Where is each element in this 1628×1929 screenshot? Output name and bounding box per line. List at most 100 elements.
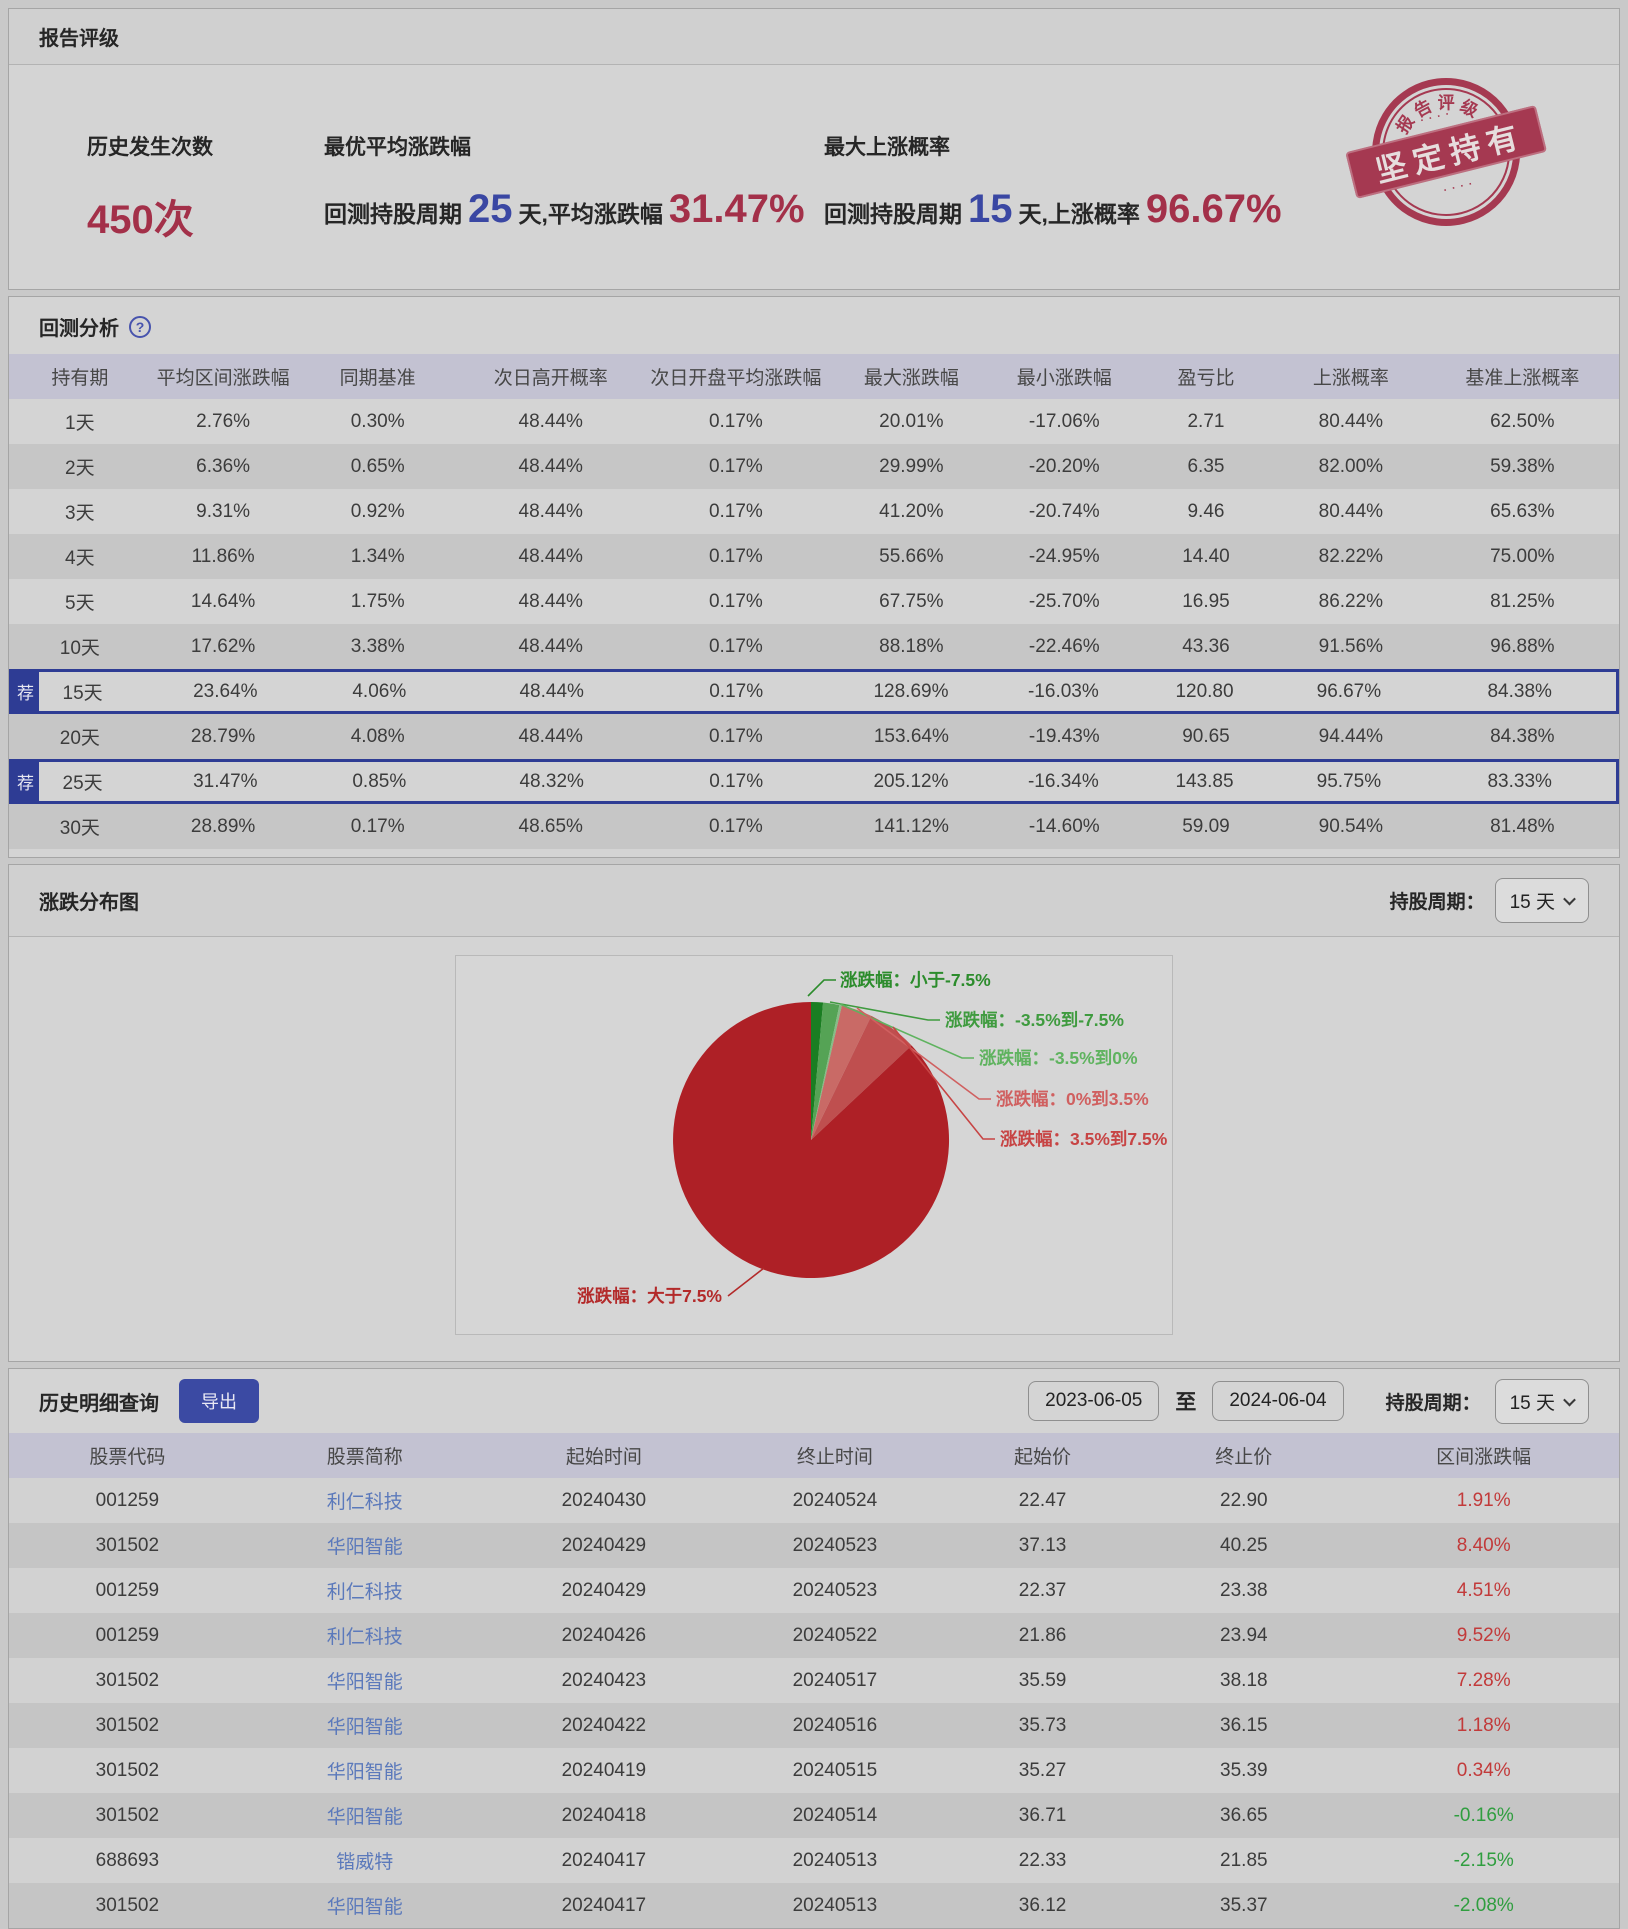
table-row: 20天 28.79% 4.08% 48.44% 0.17% 153.64% -19.43% 9…	[9, 714, 1619, 759]
cell-3: 48.44%	[518, 725, 583, 747]
column-header: 次日高开概率	[493, 368, 608, 389]
stock-link[interactable]: 利仁科技	[326, 1582, 403, 1603]
cell-7: 59.09	[1182, 815, 1230, 837]
distribution-period-select[interactable]: 15 天	[1494, 878, 1589, 923]
column-header: 最大涨跌幅	[863, 368, 959, 389]
date-to-input[interactable]: 2024-06-04	[1212, 1381, 1344, 1421]
date-from-input[interactable]: 2023-06-05	[1028, 1381, 1160, 1421]
column-header: 终止时间	[796, 1447, 873, 1468]
pie-leader-line	[727, 1267, 765, 1297]
cell-0: 301502	[95, 1894, 160, 1916]
column-header: 终止价	[1215, 1447, 1273, 1468]
pie-leader-line	[829, 1001, 940, 1021]
cell-3: 48.44%	[519, 680, 584, 702]
table-row: 30天 28.89% 0.17% 48.65% 0.17% 141.12% -14.60% 5…	[9, 804, 1619, 849]
cell-9: 81.48%	[1490, 815, 1555, 837]
cell-1: 2.76%	[196, 410, 251, 432]
best-avg-prefix: 回测持股周期	[324, 201, 462, 227]
cell-2: 4.08%	[350, 725, 405, 747]
cell-1: 23.64%	[193, 680, 258, 702]
cell-2: 20240417	[561, 1849, 647, 1871]
pie-leader-line	[807, 979, 836, 997]
cell-8: 82.22%	[1318, 545, 1384, 567]
best-avg-middle: 天,平均涨跌幅	[518, 201, 663, 227]
cell-5: 38.18	[1220, 1669, 1268, 1691]
distribution-period-label: 持股周期：	[1389, 892, 1485, 913]
stock-link[interactable]: 华阳智能	[326, 1537, 403, 1558]
stock-link[interactable]: 利仁科技	[326, 1492, 403, 1513]
cell-6: -20.20%	[1028, 455, 1100, 477]
cell-0: 15天	[62, 683, 103, 704]
stamp-inner-ring	[1368, 73, 1524, 230]
stamp-arc-char: 报	[1392, 111, 1419, 137]
cell-2: 0.17%	[350, 815, 405, 837]
distribution-section: 涨跌分布图 持股周期： 15 天 涨跌幅：小于-7.5% 涨跌幅：-3.5%到-7…	[8, 864, 1620, 1362]
cell-7: 6.35	[1187, 455, 1225, 477]
stamp-arc-char: 级	[1457, 95, 1481, 121]
column-header: 持有期	[51, 368, 109, 389]
history-period-select[interactable]: 15 天	[1494, 1378, 1589, 1424]
cell-1: 14.64%	[190, 590, 256, 612]
cell-5: 88.18%	[879, 635, 944, 657]
stock-link[interactable]: 华阳智能	[326, 1807, 403, 1828]
cell-2: 0.30%	[350, 410, 405, 432]
export-button[interactable]: 导出	[179, 1379, 259, 1423]
column-header: 基准上涨概率	[1465, 368, 1580, 389]
cell-3: 48.65%	[518, 815, 583, 837]
pie-slice[interactable]	[811, 1002, 840, 1141]
history-table: 股票代码 股票简称 起始时间 终止时间 起始价 终止价 区间涨跌幅 001259 利仁科技 202…	[9, 1433, 1619, 1928]
cell-2: 20240426	[561, 1624, 647, 1646]
cell-5: 20.01%	[879, 410, 944, 432]
rating-section-header: 报告评级	[9, 9, 1619, 65]
cell-5: 36.15	[1220, 1714, 1268, 1736]
pie-slice[interactable]	[811, 1001, 824, 1140]
stock-link[interactable]: 华阳智能	[326, 1897, 403, 1918]
stamp-outer-ring	[1356, 61, 1536, 242]
table-row: 001259 利仁科技 20240426 20240522 21.86 23.94 9.52…	[9, 1613, 1619, 1658]
cell-0: 20天	[59, 728, 100, 749]
cell-5: 23.38	[1220, 1579, 1268, 1601]
max-prob-prefix: 回测持股周期	[824, 201, 962, 227]
recommended-row: 15天 23.64% 4.06% 48.44% 0.17% 128.69% -16.03% 1…	[9, 669, 1619, 714]
table-row: 688693 锴威特 20240417 20240513 22.33 21.85 -2.15…	[9, 1838, 1619, 1883]
distribution-pie: 涨跌幅：小于-7.5% 涨跌幅：-3.5%到-7.5% 涨跌幅：-3.5%到0% 涨跌…	[577, 970, 1168, 1306]
cell-0: 301502	[95, 1759, 160, 1781]
metric-occurrences-label: 历史发生次数	[87, 136, 213, 159]
stock-link[interactable]: 华阳智能	[326, 1717, 403, 1738]
cell-7: 143.85	[1175, 770, 1234, 792]
history-section: 历史明细查询 导出 2023-06-05 至 2024-06-04 持股周期： …	[8, 1368, 1620, 1929]
column-header: 股票代码	[89, 1447, 166, 1468]
cell-3: 20240516	[792, 1714, 878, 1736]
max-prob-percent: 96.67%	[1145, 187, 1282, 231]
cell-7: 120.80	[1175, 680, 1234, 702]
stock-link[interactable]: 华阳智能	[326, 1762, 403, 1783]
cell-1: 28.89%	[190, 815, 256, 837]
cell-4: 0.17%	[709, 770, 764, 792]
help-icon[interactable]: ?	[129, 315, 151, 338]
stock-link[interactable]: 利仁科技	[326, 1627, 403, 1648]
pie-slice[interactable]	[811, 1005, 842, 1140]
change-value: 0.34%	[1456, 1759, 1511, 1781]
stock-link[interactable]: 锴威特	[336, 1852, 394, 1873]
pie-slice[interactable]	[811, 1015, 912, 1140]
pie-slice[interactable]	[673, 1002, 950, 1278]
cell-8: 94.44%	[1318, 725, 1384, 747]
history-header-row: 股票代码 股票简称 起始时间 终止时间 起始价 终止价 区间涨跌幅	[9, 1433, 1619, 1478]
cell-8: 80.44%	[1318, 410, 1384, 432]
cell-3: 48.44%	[518, 545, 583, 567]
table-row: 001259 利仁科技 20240429 20240523 22.37 23.38 4.51…	[9, 1568, 1619, 1613]
change-value: -2.08%	[1453, 1894, 1514, 1916]
cell-0: 25天	[62, 773, 103, 794]
cell-4: 35.59	[1018, 1669, 1067, 1691]
table-row: 3天 9.31% 0.92% 48.44% 0.17% 41.20% -20.74% 9.46…	[9, 489, 1619, 534]
cell-4: 22.33	[1018, 1849, 1067, 1871]
cell-9: 84.38%	[1487, 680, 1552, 702]
cell-6: -16.03%	[1027, 680, 1099, 702]
cell-4: 21.86	[1018, 1624, 1067, 1646]
stamp-dots-bottom: ····	[1436, 176, 1473, 197]
change-value: -0.16%	[1453, 1804, 1514, 1826]
distribution-section-header: 涨跌分布图 持股周期： 15 天	[9, 865, 1619, 937]
stock-link[interactable]: 华阳智能	[326, 1672, 403, 1693]
pie-slice[interactable]	[811, 1005, 872, 1141]
column-header: 上涨概率	[1312, 368, 1389, 389]
